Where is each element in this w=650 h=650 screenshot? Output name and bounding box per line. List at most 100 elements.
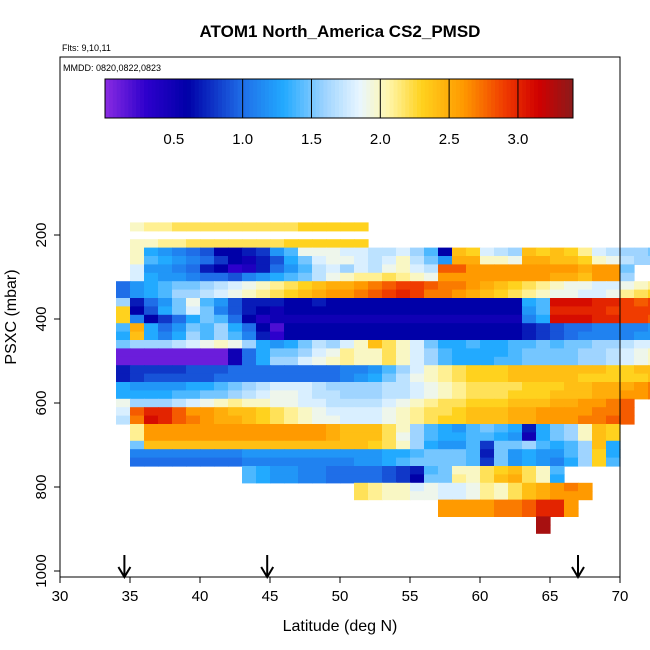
heatmap-cell bbox=[130, 323, 145, 333]
heatmap-cell bbox=[116, 365, 131, 375]
colorbar-segment bbox=[280, 79, 285, 118]
heatmap-cell bbox=[424, 466, 439, 475]
colorbar-segment bbox=[374, 79, 379, 118]
heatmap-cell bbox=[382, 323, 397, 333]
heatmap-cell bbox=[368, 331, 383, 341]
heatmap-cell bbox=[424, 457, 439, 467]
heatmap-cell bbox=[620, 298, 635, 307]
heatmap-cell bbox=[564, 256, 579, 265]
heatmap-cell bbox=[270, 440, 285, 450]
heatmap-cell bbox=[144, 314, 159, 324]
heatmap-cell bbox=[438, 432, 453, 442]
heatmap-cell bbox=[312, 239, 327, 249]
heatmap-cell bbox=[466, 256, 481, 265]
heatmap-cell bbox=[424, 407, 439, 417]
heatmap-cell bbox=[228, 264, 243, 274]
heatmap-cell bbox=[494, 499, 509, 509]
heatmap-cell bbox=[116, 306, 131, 316]
heatmap-cell bbox=[592, 289, 607, 299]
heatmap-cell bbox=[480, 474, 495, 484]
heatmap-cell bbox=[550, 340, 565, 349]
heatmap-cell bbox=[354, 482, 369, 492]
heatmap-cell bbox=[340, 365, 355, 375]
heatmap-cell bbox=[550, 373, 565, 383]
heatmap-cell bbox=[242, 222, 257, 232]
heatmap-cell bbox=[172, 398, 187, 408]
heatmap-cell bbox=[480, 314, 495, 324]
heatmap-cell bbox=[214, 432, 229, 442]
heatmap-cell bbox=[620, 382, 635, 391]
heatmap-cell bbox=[256, 281, 271, 291]
heatmap-cell bbox=[158, 264, 173, 274]
heatmap-cell bbox=[410, 457, 425, 467]
heatmap-cell bbox=[648, 340, 650, 349]
heatmap-cell bbox=[312, 222, 327, 232]
heatmap-cell bbox=[578, 382, 593, 391]
heatmap-cell bbox=[522, 281, 537, 291]
heatmap-cell bbox=[242, 247, 257, 257]
heatmap-cell bbox=[522, 508, 537, 517]
heatmap-cell bbox=[186, 373, 201, 383]
heatmap-cell bbox=[298, 289, 313, 299]
heatmap-cell bbox=[186, 415, 201, 425]
heatmap-cell bbox=[242, 239, 257, 249]
heatmap-cell bbox=[214, 256, 229, 265]
heatmap-cell bbox=[522, 323, 537, 333]
heatmap-cell bbox=[284, 256, 299, 265]
heatmap-cell bbox=[508, 415, 523, 425]
heatmap-cell bbox=[270, 449, 285, 459]
colorbar-segment bbox=[498, 79, 504, 118]
heatmap-cell bbox=[298, 440, 313, 450]
heatmap-cell bbox=[410, 407, 425, 417]
heatmap-cell bbox=[130, 272, 145, 282]
heatmap-cell bbox=[298, 466, 313, 475]
heatmap-cell bbox=[144, 298, 159, 307]
heatmap-cell bbox=[620, 398, 635, 408]
heatmap-cell bbox=[368, 407, 383, 417]
heatmap-cell bbox=[382, 281, 397, 291]
heatmap-cell bbox=[354, 247, 369, 257]
heatmap-cell bbox=[256, 415, 271, 425]
heatmap-cell bbox=[536, 331, 551, 341]
heatmap-cell bbox=[200, 247, 215, 257]
heatmap-cell bbox=[354, 474, 369, 484]
heatmap-cell bbox=[312, 247, 327, 257]
heatmap-cell bbox=[382, 247, 397, 257]
heatmap-cell bbox=[130, 247, 145, 257]
heatmap-cell bbox=[564, 340, 579, 349]
heatmap-cell bbox=[592, 247, 607, 257]
heatmap-cell bbox=[326, 415, 341, 425]
heatmap-cell bbox=[144, 281, 159, 291]
heatmap-cell bbox=[536, 289, 551, 299]
heatmap-cell bbox=[522, 466, 537, 475]
heatmap-cell bbox=[466, 365, 481, 375]
heatmap-cell bbox=[382, 382, 397, 391]
heatmap-cell bbox=[564, 491, 579, 501]
colorbar-segment bbox=[389, 79, 395, 118]
heatmap-cell bbox=[172, 432, 187, 442]
heatmap-cell bbox=[438, 499, 453, 509]
heatmap-cell bbox=[214, 340, 229, 349]
colorbar-tick-label: 1.5 bbox=[301, 131, 322, 148]
heatmap-cell bbox=[186, 457, 201, 467]
heatmap-cell bbox=[564, 457, 579, 467]
heatmap-cell bbox=[480, 499, 495, 509]
heatmap-cell bbox=[228, 449, 243, 459]
heatmap-cell bbox=[368, 340, 383, 349]
heatmap-cell bbox=[298, 222, 313, 232]
heatmap-cell bbox=[284, 407, 299, 417]
heatmap-cell bbox=[424, 356, 439, 366]
heatmap-cell bbox=[116, 398, 131, 408]
heatmap-cell bbox=[214, 239, 229, 249]
heatmap-cell bbox=[298, 306, 313, 316]
heatmap-cell bbox=[438, 272, 453, 282]
heatmap-cell bbox=[452, 306, 467, 316]
heatmap-cell bbox=[634, 356, 649, 366]
colorbar-segment bbox=[323, 79, 328, 118]
heatmap-cell bbox=[256, 440, 271, 450]
heatmap-cell bbox=[480, 306, 495, 316]
heatmap-cell bbox=[438, 340, 453, 349]
colorbar-segment bbox=[444, 79, 449, 118]
heatmap-cell bbox=[522, 289, 537, 299]
heatmap-cell bbox=[312, 449, 327, 459]
